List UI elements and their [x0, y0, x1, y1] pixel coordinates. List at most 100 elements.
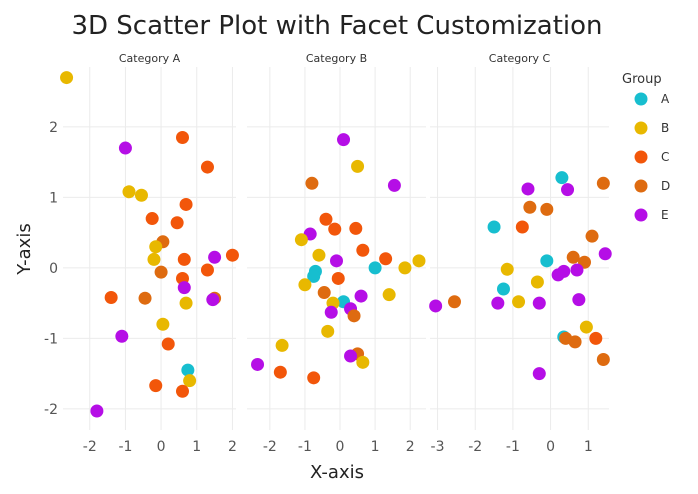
- x-tick-label: -1: [506, 439, 520, 455]
- data-point-d: [447, 295, 461, 309]
- data-point-b: [275, 338, 289, 352]
- data-point-b: [398, 261, 412, 275]
- data-point-b: [512, 295, 526, 309]
- data-point-e: [90, 404, 104, 418]
- facets: -2 -1 0 1 2 Category A -2 -1 0 1 2 Category B -2 -1 0 1…: [44, 52, 612, 455]
- data-point-b: [356, 355, 370, 369]
- data-point-e: [521, 182, 535, 196]
- data-point-b: [156, 317, 170, 331]
- x-tick-label: -2: [83, 439, 97, 455]
- legend-title: Group: [622, 72, 662, 87]
- data-point-e: [251, 357, 265, 371]
- data-point-c: [170, 216, 184, 230]
- y-tick-label: -1: [44, 331, 58, 347]
- data-point-c: [589, 331, 603, 345]
- data-point-d: [154, 265, 168, 279]
- legend-marker: [634, 92, 648, 106]
- data-point-e: [561, 183, 575, 197]
- data-point-b: [500, 262, 514, 276]
- legend-marker: [634, 208, 648, 222]
- data-point-d: [568, 335, 582, 349]
- data-point-d: [523, 200, 537, 214]
- legend: Group A B C D E: [622, 72, 670, 222]
- data-point-c: [379, 252, 393, 266]
- data-point-a: [181, 363, 195, 377]
- y-tick-label: 0: [49, 261, 58, 277]
- data-point-c: [200, 263, 214, 277]
- data-point-d: [585, 229, 599, 243]
- chart-title: 3D Scatter Plot with Facet Customization: [71, 11, 602, 41]
- data-point-b: [530, 275, 544, 289]
- data-point-c: [307, 371, 321, 385]
- data-point-c: [515, 220, 529, 234]
- legend-label: C: [661, 150, 669, 164]
- data-point-d: [317, 286, 331, 300]
- data-point-c: [145, 212, 159, 226]
- legend-label: E: [661, 208, 669, 222]
- data-point-e: [354, 289, 368, 303]
- data-point-a: [368, 261, 382, 275]
- data-point-e: [330, 254, 343, 268]
- data-point-b: [298, 278, 312, 292]
- data-point-c: [273, 365, 287, 379]
- facet-panel: Category C -3 -2 -1 0 1: [429, 52, 612, 455]
- data-point-b: [312, 248, 326, 262]
- x-tick-label: 0: [336, 439, 345, 455]
- data-point-e: [206, 293, 220, 307]
- data-point-b: [60, 71, 74, 85]
- data-point-e: [551, 268, 565, 282]
- data-point-a: [540, 254, 554, 268]
- x-axis-title: X-axis: [310, 462, 364, 483]
- legend-marker: [634, 121, 648, 135]
- data-point-b: [147, 252, 161, 266]
- facet-label: Category C: [489, 52, 551, 65]
- data-point-b: [183, 374, 197, 388]
- data-point-d: [596, 176, 610, 190]
- x-tick-label: 2: [406, 439, 415, 455]
- data-point-b: [179, 296, 193, 310]
- x-tick-label: 1: [371, 439, 380, 455]
- data-point-b: [351, 159, 365, 173]
- data-point-b: [412, 254, 426, 268]
- data-point-c: [200, 160, 214, 174]
- data-point-c: [349, 221, 363, 235]
- data-point-c: [177, 252, 191, 266]
- data-point-e: [337, 133, 351, 147]
- x-tick-label: -3: [431, 439, 445, 455]
- data-point-e: [532, 367, 546, 381]
- data-point-b: [134, 188, 148, 202]
- data-point-e: [491, 296, 505, 310]
- data-point-e: [570, 263, 584, 277]
- x-tick-label: -1: [118, 439, 132, 455]
- data-point-d: [596, 353, 610, 367]
- facet-panel: Category A -2 -1 0 1 2: [60, 52, 239, 455]
- facet-panel: Category B -2 -1 0 1 2: [247, 52, 426, 455]
- data-point-c: [225, 248, 239, 262]
- data-point-e: [598, 247, 612, 261]
- data-point-c: [319, 212, 333, 226]
- x-tick-label: -2: [263, 439, 277, 455]
- facet-label: Category B: [306, 52, 367, 65]
- data-point-e: [387, 178, 401, 192]
- data-point-b: [294, 233, 308, 247]
- data-point-e: [115, 329, 129, 343]
- data-point-b: [579, 320, 593, 334]
- data-point-d: [347, 309, 361, 323]
- x-tick-label: 0: [157, 439, 166, 455]
- y-axis-title: Y-axis: [14, 223, 35, 275]
- legend-label: D: [661, 179, 670, 193]
- y-tick-label: -2: [44, 402, 58, 418]
- data-point-c: [175, 384, 189, 398]
- data-point-c: [175, 130, 189, 144]
- x-tick-label: -1: [298, 439, 312, 455]
- y-tick-label: 2: [49, 120, 58, 136]
- data-point-e: [118, 141, 132, 155]
- data-point-c: [149, 379, 163, 393]
- data-point-a: [487, 220, 501, 234]
- x-tick-label: 1: [192, 439, 201, 455]
- data-point-b: [149, 240, 163, 254]
- data-point-e: [572, 293, 586, 307]
- data-point-c: [356, 243, 370, 257]
- data-point-e: [532, 296, 546, 310]
